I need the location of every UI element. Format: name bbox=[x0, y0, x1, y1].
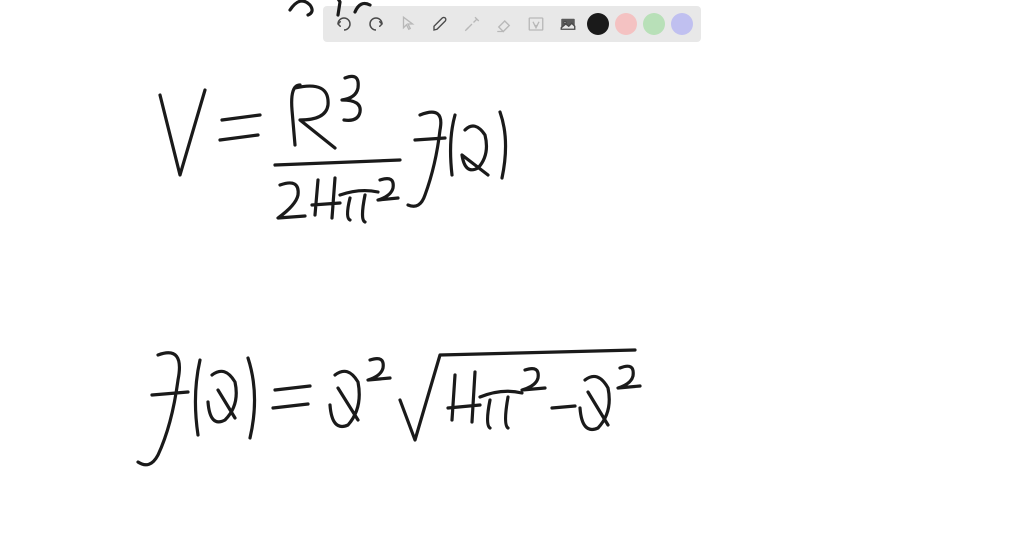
color-purple[interactable] bbox=[671, 13, 693, 35]
color-pink[interactable] bbox=[615, 13, 637, 35]
tools-button[interactable] bbox=[459, 11, 485, 37]
equation-2 bbox=[138, 350, 640, 465]
color-green[interactable] bbox=[643, 13, 665, 35]
image-tool[interactable] bbox=[555, 11, 581, 37]
text-tool[interactable] bbox=[523, 11, 549, 37]
partial-stroke-top bbox=[280, 0, 400, 20]
pen-tool[interactable] bbox=[427, 11, 453, 37]
equation-1 bbox=[160, 76, 506, 222]
eraser-tool[interactable] bbox=[491, 11, 517, 37]
drawing-canvas bbox=[0, 0, 1024, 552]
color-black[interactable] bbox=[587, 13, 609, 35]
